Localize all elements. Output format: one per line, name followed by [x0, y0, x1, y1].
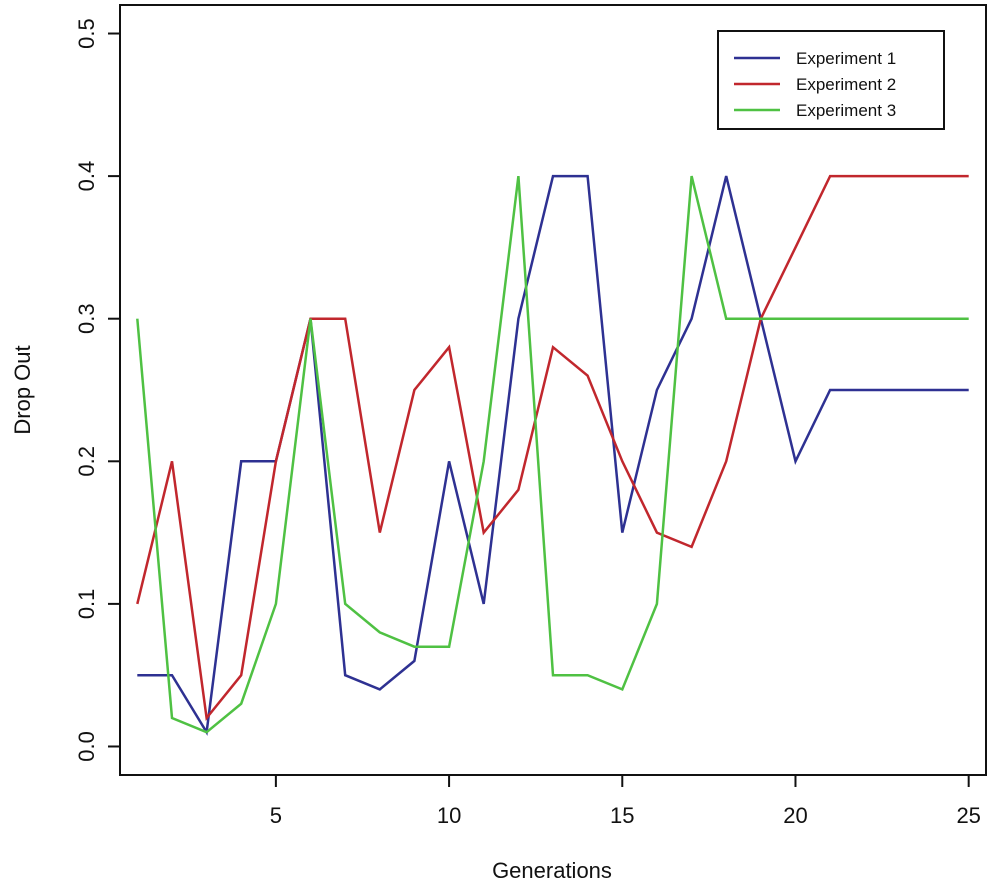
- plot-frame: [119, 4, 987, 776]
- legend-label: Experiment 1: [796, 49, 896, 68]
- x-tick-label: 15: [610, 803, 634, 828]
- series-line-experiment-3: [136, 175, 969, 734]
- legend-label: Experiment 3: [796, 101, 896, 120]
- y-tick-label: 0.1: [74, 589, 99, 620]
- series-layer: [136, 174, 969, 736]
- y-tick-label: 0.2: [74, 446, 99, 477]
- y-axis-title: Drop Out: [10, 345, 35, 434]
- y-tick-label: 0.3: [74, 303, 99, 334]
- y-axis: 0.0 0.1 0.2 0.3 0.4 0.5: [74, 18, 120, 762]
- x-tick-label: 20: [783, 803, 807, 828]
- legend-box: [717, 30, 945, 130]
- y-tick-label: 0.5: [74, 18, 99, 49]
- x-axis: 5 10 15 20 25: [270, 775, 981, 828]
- legend: Experiment 1 Experiment 2 Experiment 3: [717, 30, 945, 130]
- x-tick-label: 25: [956, 803, 980, 828]
- legend-label: Experiment 2: [796, 75, 896, 94]
- x-tick-label: 10: [437, 803, 461, 828]
- y-tick-label: 0.4: [74, 161, 99, 192]
- x-tick-label: 5: [270, 803, 282, 828]
- x-axis-title: Generations: [492, 858, 612, 883]
- series-line-experiment-2: [136, 174, 969, 722]
- y-tick-label: 0.0: [74, 731, 99, 762]
